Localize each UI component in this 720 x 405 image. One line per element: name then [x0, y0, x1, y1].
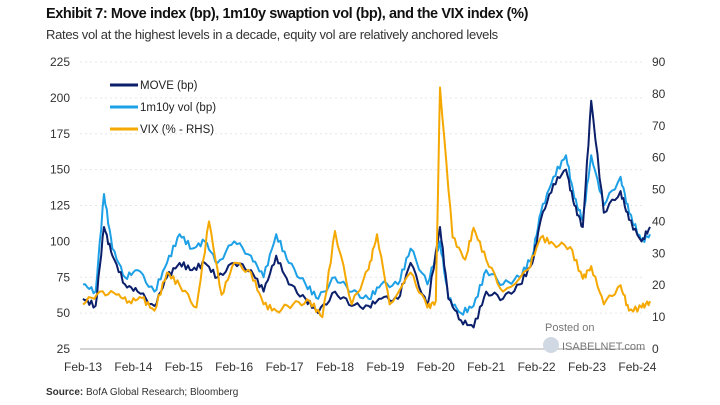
- x-tick-label: Feb-18: [316, 360, 354, 374]
- legend-label: MOVE (bp): [140, 80, 198, 92]
- y-left-tick-label: 125: [50, 199, 70, 213]
- x-tick-label: Feb-17: [266, 360, 304, 374]
- y-right-tick-label: 70: [652, 119, 666, 133]
- y-right-tick-label: 0: [652, 342, 659, 356]
- y-right-tick-label: 20: [652, 278, 666, 292]
- y-left-tick-label: 50: [57, 306, 71, 320]
- legend-label: 1m10y vol (bp): [140, 102, 216, 114]
- y-left-tick-label: 150: [50, 163, 70, 177]
- y-right-tick-label: 30: [652, 246, 666, 260]
- x-tick-label: Feb-24: [618, 360, 656, 374]
- watermark-globe-icon: [543, 337, 559, 353]
- y-right-tick-label: 80: [652, 87, 666, 101]
- y-right-tick-label: 40: [652, 214, 666, 228]
- series-line-0: [82, 99, 651, 329]
- watermark-line1: Posted on: [545, 322, 595, 334]
- y-left-tick-label: 225: [50, 55, 70, 69]
- y-left-tick-label: 75: [57, 270, 71, 284]
- x-tick-label: Feb-13: [64, 360, 102, 374]
- y-right-tick-label: 90: [652, 55, 666, 69]
- x-tick-label: Feb-23: [568, 360, 606, 374]
- legend-label: VIX (% - RHS): [140, 124, 214, 136]
- series-line-1: [82, 154, 651, 316]
- chart-title: Exhibit 7: Move index (bp), 1m10y swapti…: [46, 6, 528, 22]
- x-tick-label: Feb-16: [215, 360, 253, 374]
- y-right-tick-label: 10: [652, 310, 666, 324]
- source-text: BofA Global Research; Bloomberg: [86, 387, 239, 398]
- x-tick-label: Feb-19: [366, 360, 404, 374]
- y-left-tick-label: 100: [50, 234, 70, 248]
- chart-subtitle: Rates vol at the highest levels in a dec…: [46, 27, 498, 42]
- y-left-tick-label: 175: [50, 127, 70, 141]
- x-tick-label: Feb-15: [165, 360, 203, 374]
- x-tick-label: Feb-22: [518, 360, 556, 374]
- x-tick-label: Feb-20: [417, 360, 455, 374]
- series-line-2: [82, 86, 651, 319]
- y-left-tick-label: 200: [50, 91, 70, 105]
- y-right-tick-label: 60: [652, 151, 666, 165]
- x-tick-label: Feb-21: [467, 360, 505, 374]
- watermark-line2: ISABELNET.com: [562, 341, 645, 353]
- y-right-tick-label: 50: [652, 183, 666, 197]
- y-left-tick-label: 25: [57, 342, 71, 356]
- x-tick-label: Feb-14: [114, 360, 152, 374]
- source-label: Source:: [46, 387, 84, 398]
- source-note: Source: BofA Global Research; Bloomberg: [46, 387, 238, 398]
